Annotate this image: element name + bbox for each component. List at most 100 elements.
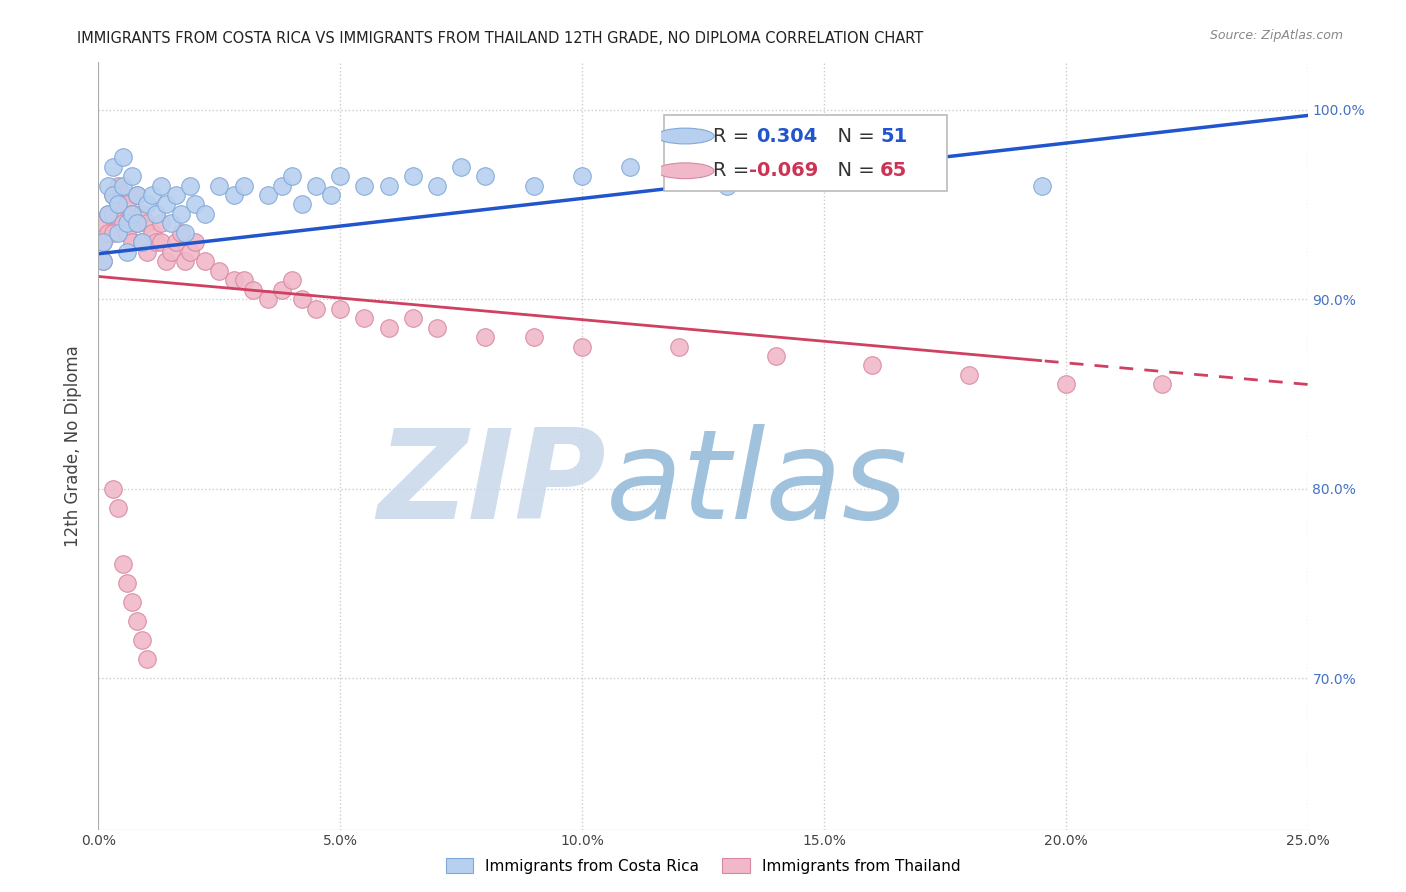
Point xyxy=(290,292,312,306)
Point xyxy=(184,235,207,250)
Point xyxy=(111,188,134,202)
Point xyxy=(377,178,399,193)
Point xyxy=(107,197,129,211)
Point xyxy=(111,558,134,572)
Point xyxy=(194,207,217,221)
Point xyxy=(121,169,143,183)
Point xyxy=(117,216,139,230)
Point xyxy=(107,178,129,193)
FancyBboxPatch shape xyxy=(664,115,946,191)
Text: ZIP: ZIP xyxy=(378,424,606,545)
Point xyxy=(97,178,120,193)
Point xyxy=(107,197,129,211)
Point xyxy=(281,273,304,287)
Point xyxy=(256,188,278,202)
Point xyxy=(141,226,163,240)
Point xyxy=(155,254,177,268)
Point xyxy=(860,359,883,373)
Point xyxy=(619,160,641,174)
Point xyxy=(179,178,201,193)
Point xyxy=(184,197,207,211)
Point xyxy=(135,652,157,666)
Point xyxy=(179,244,201,259)
Point xyxy=(101,226,124,240)
Point xyxy=(127,614,149,628)
Point xyxy=(107,226,129,240)
Point xyxy=(765,349,787,363)
Point xyxy=(97,207,120,221)
Point xyxy=(121,595,143,609)
Point xyxy=(121,207,143,221)
Point xyxy=(101,207,124,221)
Text: N =: N = xyxy=(825,127,882,145)
Point xyxy=(242,283,264,297)
Point xyxy=(281,169,304,183)
Point xyxy=(305,178,328,193)
Point xyxy=(1031,178,1053,193)
Point xyxy=(523,330,546,344)
Point xyxy=(131,235,153,250)
Point xyxy=(169,207,191,221)
Point xyxy=(174,226,197,240)
Point xyxy=(194,254,217,268)
Point xyxy=(474,330,496,344)
Point xyxy=(860,160,883,174)
Point xyxy=(174,254,197,268)
Text: IMMIGRANTS FROM COSTA RICA VS IMMIGRANTS FROM THAILAND 12TH GRADE, NO DIPLOMA CO: IMMIGRANTS FROM COSTA RICA VS IMMIGRANTS… xyxy=(77,31,924,46)
Point xyxy=(319,188,342,202)
Point xyxy=(135,244,157,259)
Point xyxy=(91,235,114,250)
Text: 0.304: 0.304 xyxy=(756,127,817,145)
Point xyxy=(131,235,153,250)
Text: R =: R = xyxy=(713,161,755,180)
Point xyxy=(290,197,312,211)
Point xyxy=(145,207,167,221)
Point xyxy=(101,160,124,174)
Point xyxy=(571,340,593,354)
Point xyxy=(474,169,496,183)
Point xyxy=(107,500,129,515)
Point xyxy=(271,178,294,193)
Point xyxy=(117,576,139,591)
Point xyxy=(165,188,187,202)
Point xyxy=(1152,377,1174,392)
Point xyxy=(208,264,231,278)
Point xyxy=(155,197,177,211)
Point xyxy=(127,188,149,202)
Point xyxy=(402,169,425,183)
Point xyxy=(111,150,134,164)
Point xyxy=(131,633,153,648)
Point xyxy=(377,320,399,334)
Point xyxy=(305,301,328,316)
Point xyxy=(160,216,183,230)
Point xyxy=(97,207,120,221)
Point xyxy=(329,169,352,183)
Point xyxy=(121,235,143,250)
Point xyxy=(232,273,254,287)
Point xyxy=(131,207,153,221)
Point xyxy=(222,188,245,202)
Point xyxy=(150,216,173,230)
Point xyxy=(232,178,254,193)
Point xyxy=(169,226,191,240)
Point xyxy=(716,178,738,193)
Point xyxy=(127,188,149,202)
Point xyxy=(101,188,124,202)
Point xyxy=(111,216,134,230)
Point xyxy=(150,235,173,250)
Text: -0.069: -0.069 xyxy=(749,161,818,180)
Y-axis label: 12th Grade, No Diploma: 12th Grade, No Diploma xyxy=(65,345,83,547)
Point xyxy=(222,273,245,287)
Point xyxy=(571,169,593,183)
Point xyxy=(101,482,124,496)
Point xyxy=(135,216,157,230)
Point xyxy=(1054,377,1077,392)
Point xyxy=(141,188,163,202)
Point xyxy=(117,197,139,211)
Point xyxy=(353,311,375,326)
Point xyxy=(127,216,149,230)
Point xyxy=(117,244,139,259)
Point xyxy=(117,226,139,240)
Point xyxy=(329,301,352,316)
Point xyxy=(111,178,134,193)
